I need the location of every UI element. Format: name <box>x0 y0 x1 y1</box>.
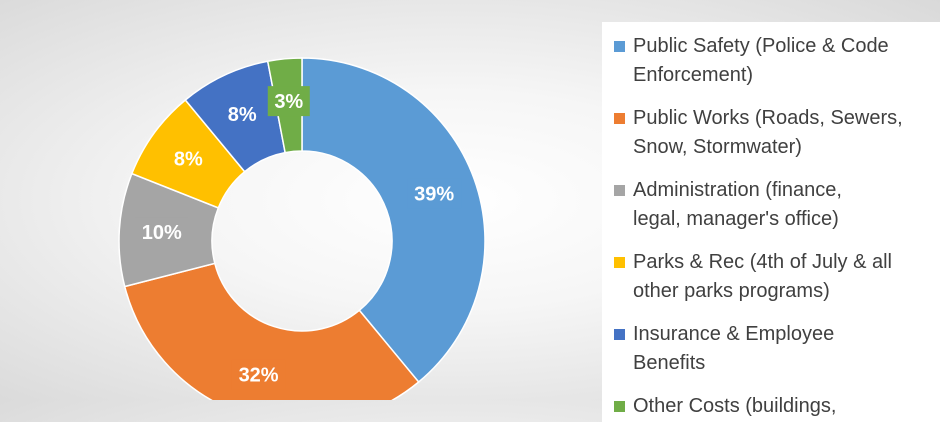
legend-label: Other Costs (buildings, <box>633 392 923 421</box>
data-label-text: 8% <box>174 148 203 170</box>
legend-label-line: Public Safety (Police & Code <box>633 35 889 57</box>
donut-slice <box>301 57 486 384</box>
legend-label-line: legal, manager's office) <box>633 208 839 230</box>
legend-label-line: Insurance & Employee <box>633 323 835 345</box>
legend-label: Administration (finance, legal, manager's… <box>633 176 923 234</box>
data-label-box <box>167 143 210 174</box>
data-label-text: 32% <box>239 365 279 387</box>
slice-data-label: 8% <box>167 143 210 174</box>
donut-chart: 39% 32% 10% 8% 8% 3% <box>118 57 486 400</box>
legend-item: Public Works (Roads, Sewers, Snow, Stormw… <box>614 104 940 162</box>
data-label-text: 3% <box>274 91 303 113</box>
legend-label-line: Benefits <box>633 352 706 374</box>
legend-item: Public Safety (Police & Code Enforcement) <box>614 32 940 90</box>
data-label-box <box>134 217 189 248</box>
data-label-box <box>221 98 264 129</box>
chart-legend: Public Safety (Police & Code Enforcement)… <box>602 22 940 422</box>
legend-swatch <box>614 329 625 340</box>
slice-data-label: 3% <box>267 86 310 117</box>
data-label-box <box>267 86 310 117</box>
legend-swatch <box>614 257 625 268</box>
legend-item: Parks & Rec (4th of July & all other park… <box>614 248 940 306</box>
legend-label-line: Other Costs (buildings, <box>633 395 837 417</box>
legend-label: Public Safety (Police & Code Enforcement) <box>633 32 923 90</box>
legend-item: Administration (finance, legal, manager's… <box>614 176 940 234</box>
slice-data-label: 10% <box>134 217 189 248</box>
slice-data-label: 39% <box>407 178 462 209</box>
legend-label: Public Works (Roads, Sewers, Snow, Stormw… <box>633 104 923 162</box>
data-label-box <box>407 178 462 209</box>
legend-label: Insurance & Employee Benefits <box>633 320 923 378</box>
donut-chart-svg: 39% 32% 10% 8% 8% 3% <box>118 57 486 400</box>
legend-label-line: Enforcement) <box>633 64 754 86</box>
legend-swatch <box>614 113 625 124</box>
legend-label: Parks & Rec (4th of July & all other park… <box>633 248 923 306</box>
data-label-box <box>231 359 286 390</box>
legend-item: Insurance & Employee Benefits <box>614 320 940 378</box>
legend-label-line: Snow, Stormwater) <box>633 136 802 158</box>
legend-label-line: Administration (finance, <box>633 179 842 201</box>
legend-label-line: Public Works (Roads, Sewers, <box>633 107 903 129</box>
legend-swatch <box>614 401 625 412</box>
slice-data-label: 32% <box>231 359 286 390</box>
slice-data-label: 8% <box>221 98 264 129</box>
legend-swatch <box>614 41 625 52</box>
legend-swatch <box>614 185 625 196</box>
data-label-text: 8% <box>228 104 257 126</box>
legend-item: Other Costs (buildings, <box>614 392 940 421</box>
donut-slice <box>123 262 420 400</box>
legend-label-line: Parks & Rec (4th of July & all <box>633 251 892 273</box>
data-label-text: 10% <box>142 222 182 244</box>
legend-label-line: other parks programs) <box>633 280 830 302</box>
data-label-text: 39% <box>414 183 454 205</box>
